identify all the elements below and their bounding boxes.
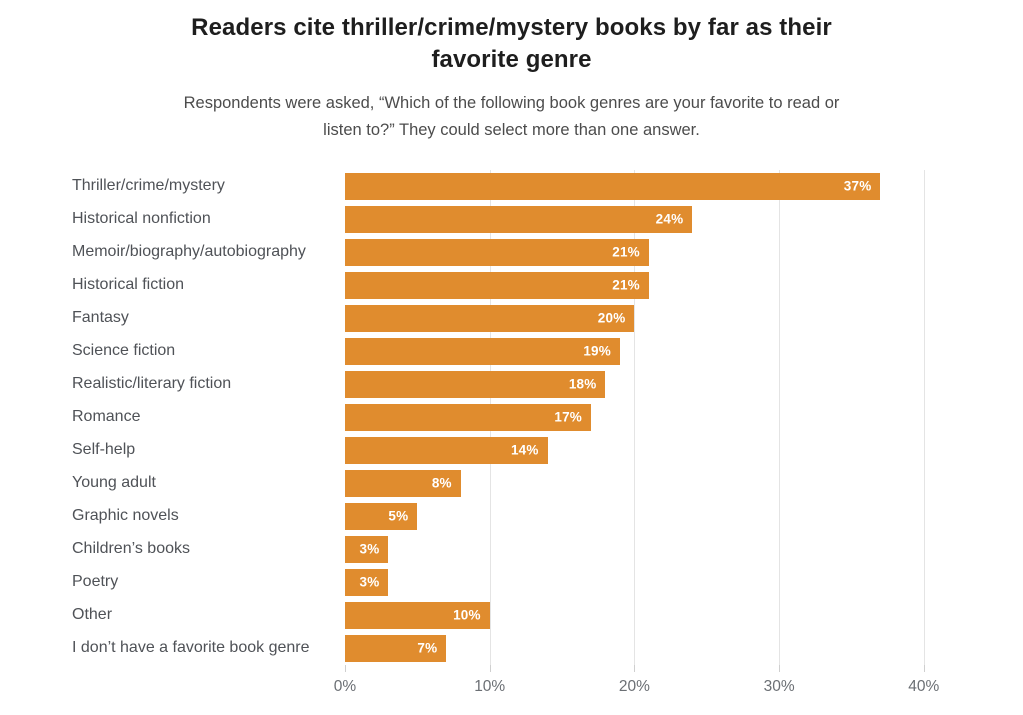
bar-rows: Thriller/crime/mystery 37% Historical nonf… bbox=[72, 170, 960, 665]
bar-row: Historical fiction 21% bbox=[72, 269, 960, 302]
bar-row: Romance 17% bbox=[72, 401, 960, 434]
bar: 24% bbox=[345, 205, 693, 233]
category-label: Memoir/biography/autobiography bbox=[72, 243, 306, 261]
category-label: Graphic novels bbox=[72, 507, 179, 525]
axis-tick bbox=[345, 664, 346, 672]
bar-value-label: 17% bbox=[554, 409, 582, 425]
bar-row: I don’t have a favorite book genre 7% bbox=[72, 632, 960, 665]
axis-tick-label: 20% bbox=[618, 677, 650, 695]
bar-value-label: 19% bbox=[583, 343, 611, 359]
bar-track: 10% bbox=[345, 601, 960, 629]
bar-value-label: 7% bbox=[417, 640, 438, 656]
bar-value-label: 5% bbox=[388, 508, 409, 524]
category-label: Thriller/crime/mystery bbox=[72, 177, 225, 195]
axis-tick bbox=[634, 664, 636, 672]
bar-value-label: 18% bbox=[568, 376, 597, 392]
bar-track: 21% bbox=[345, 271, 960, 299]
chart-title: Readers cite thriller/crime/mystery book… bbox=[191, 14, 832, 73]
bar: 19% bbox=[345, 337, 620, 365]
bar: 17% bbox=[345, 403, 591, 431]
bar: 10% bbox=[345, 601, 490, 629]
bar-row: Self-help 14% bbox=[72, 434, 960, 467]
bar-row: Poetry 3% bbox=[72, 566, 960, 599]
bar-value-label: 21% bbox=[612, 244, 640, 260]
axis-tick-label: 0% bbox=[333, 677, 357, 695]
bar-track: 24% bbox=[345, 205, 960, 233]
category-label: Historical fiction bbox=[72, 276, 185, 294]
bar-row: Science fiction 19% bbox=[72, 335, 960, 368]
axis-tick bbox=[489, 664, 491, 672]
bar-row: Young adult 8% bbox=[72, 467, 960, 500]
bar-row: Historical nonfiction 24% bbox=[72, 203, 960, 236]
bar: 3% bbox=[345, 535, 389, 563]
category-label: Romance bbox=[72, 408, 141, 426]
category-label: Other bbox=[72, 606, 113, 624]
category-label: Historical nonfiction bbox=[72, 210, 211, 228]
axis-tick-label: 30% bbox=[763, 677, 795, 695]
bar-value-label: 3% bbox=[359, 574, 380, 590]
category-label: I don’t have a favorite book genre bbox=[72, 639, 310, 657]
bar-value-label: 8% bbox=[431, 475, 452, 491]
chart-subtitle: Respondents were asked, “Which of the fo… bbox=[183, 94, 840, 140]
bar: 37% bbox=[345, 172, 881, 200]
axis-tick bbox=[779, 664, 781, 672]
bar-track: 3% bbox=[345, 568, 960, 596]
bar: 21% bbox=[345, 238, 649, 266]
bar: 14% bbox=[345, 436, 548, 464]
plot-area: Thriller/crime/mystery 37% Historical nonf… bbox=[72, 169, 960, 665]
bar-row: Graphic novels 5% bbox=[72, 500, 960, 533]
bar-value-label: 20% bbox=[597, 310, 626, 326]
bar-track: 20% bbox=[345, 304, 960, 332]
category-label: Fantasy bbox=[72, 309, 129, 327]
bar: 3% bbox=[345, 568, 389, 596]
bar-row: Children’s books 3% bbox=[72, 533, 960, 566]
bar-value-label: 37% bbox=[843, 178, 872, 194]
bar-value-label: 10% bbox=[453, 607, 481, 623]
bar-row: Other 10% bbox=[72, 599, 960, 632]
bar-track: 37% bbox=[345, 172, 960, 200]
bar-track: 5% bbox=[345, 502, 960, 530]
category-label: Children’s books bbox=[72, 540, 190, 558]
bar: 7% bbox=[345, 634, 447, 662]
bar-value-label: 24% bbox=[655, 211, 684, 227]
bar-track: 3% bbox=[345, 535, 960, 563]
axis-tick bbox=[923, 664, 925, 672]
bar: 21% bbox=[345, 271, 649, 299]
bar-track: 18% bbox=[345, 370, 960, 398]
bar-value-label: 3% bbox=[359, 541, 380, 557]
category-label: Poetry bbox=[72, 573, 119, 591]
category-label: Science fiction bbox=[72, 342, 176, 360]
bar-track: 19% bbox=[345, 337, 960, 365]
x-axis-track: 0% 10% 20% 30% 40% bbox=[334, 664, 960, 713]
chart-header: Readers cite thriller/crime/mystery book… bbox=[0, 0, 1023, 144]
axis-tick-label: 10% bbox=[474, 677, 506, 695]
category-label: Self-help bbox=[72, 441, 136, 459]
bar-row: Thriller/crime/mystery 37% bbox=[72, 170, 960, 203]
bar-track: 8% bbox=[345, 469, 960, 497]
bar: 20% bbox=[345, 304, 635, 332]
gridline bbox=[634, 169, 636, 665]
x-axis: 0% 10% 20% 30% 40% bbox=[334, 664, 960, 713]
bar-track: 17% bbox=[345, 403, 960, 431]
bar-track: 14% bbox=[345, 436, 960, 464]
bar: 8% bbox=[345, 469, 461, 497]
bar-track: 21% bbox=[345, 238, 960, 266]
bar: 18% bbox=[345, 370, 606, 398]
gridline bbox=[779, 169, 781, 665]
gridline bbox=[923, 169, 925, 665]
bar-chart: Thriller/crime/mystery 37% Historical nonf… bbox=[72, 169, 960, 713]
bar-row: Memoir/biography/autobiography 21% bbox=[72, 236, 960, 269]
bar-value-label: 14% bbox=[510, 442, 539, 458]
bar-row: Fantasy 20% bbox=[72, 302, 960, 335]
bar-row: Realistic/literary fiction 18% bbox=[72, 368, 960, 401]
bar-track: 7% bbox=[345, 634, 960, 662]
axis-tick-label: 40% bbox=[908, 677, 940, 695]
bar: 5% bbox=[345, 502, 418, 530]
bar-value-label: 21% bbox=[612, 277, 640, 293]
category-label: Young adult bbox=[72, 474, 156, 492]
category-label: Realistic/literary fiction bbox=[72, 375, 232, 393]
